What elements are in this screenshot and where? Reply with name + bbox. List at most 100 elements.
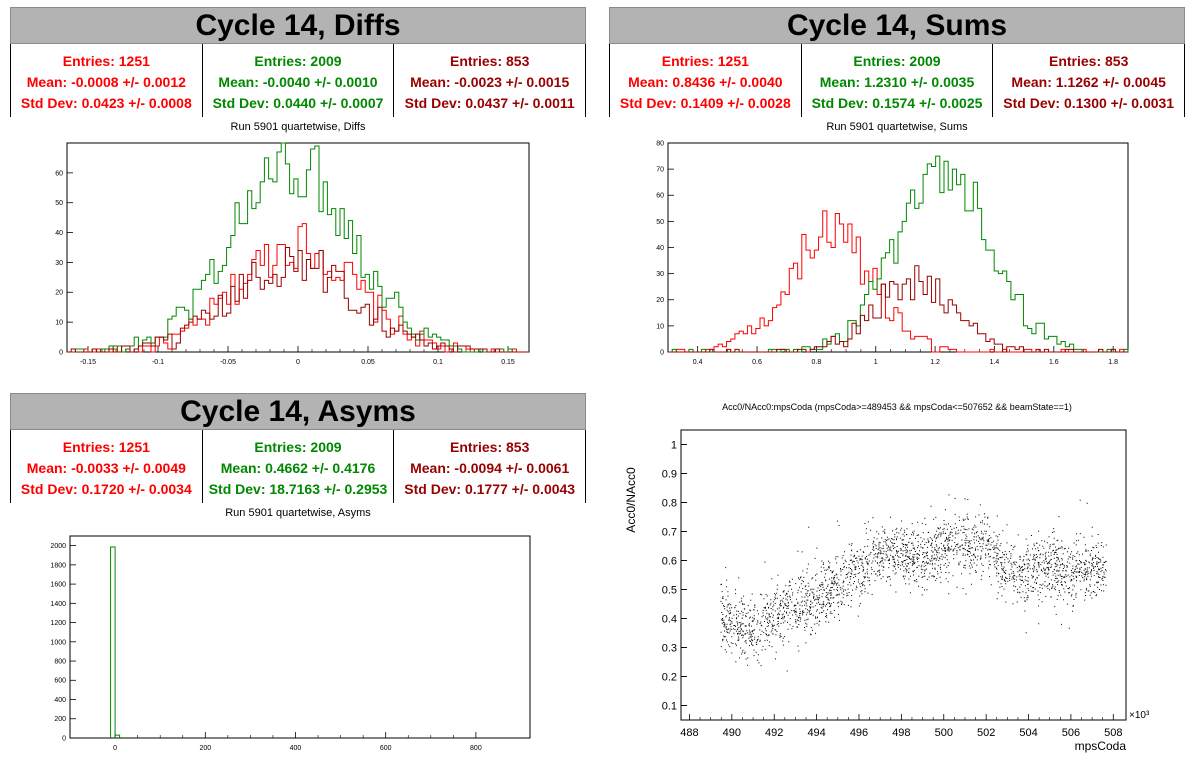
y-tick-label: 60 [55, 170, 63, 177]
x-tick-label: 1.4 [990, 359, 1000, 366]
y-tick-label: 20 [55, 290, 63, 297]
x-tick-label: 1.6 [1049, 359, 1059, 366]
entries-text: Entries: 853 [449, 52, 530, 69]
sums-plot-title: Run 5901 quartetwise, Sums [826, 121, 968, 133]
histogram-series-darkred [67, 247, 529, 353]
scatter-panel: Acc0/NAcc0:mpsCoda (mpsCoda>=489453 && m… [598, 386, 1196, 772]
y-tick-label: 1800 [50, 562, 66, 569]
asyms-panel: Cycle 14, Asyms Entries: 1251 Mean: -0.00… [0, 386, 598, 772]
sums-histogram: 0.4 0.6 0.8 1 1.2 1.4 1.6 1.8 0 10 20 30 40 50 60 70 80 [656, 140, 1129, 366]
std-text: Std Dev: 0.0423 +/- 0.0008 [20, 94, 192, 111]
y-tick-label: 0 [59, 349, 63, 356]
stats-box-green: Entries: 2009 Mean: 0.4662 +/- 0.4176 Std … [203, 430, 395, 503]
x-tick-label: 400 [290, 745, 302, 752]
y-tick-label: 40 [656, 245, 664, 252]
y-tick-label: 50 [656, 219, 664, 226]
scatter-points [720, 494, 1107, 672]
std-text: Std Dev: 18.7163 +/- 0.2953 [208, 480, 388, 497]
y-tick-label: 2000 [50, 543, 66, 550]
diffs-heading: Cycle 14, Diffs [10, 7, 586, 44]
y-tick-label: 800 [54, 658, 66, 665]
asyms-stats: Entries: 1251 Mean: -0.0033 +/- 0.0049 Std… [10, 430, 586, 503]
asyms-heading: Cycle 14, Asyms [10, 393, 586, 430]
std-text: Std Dev: 0.1720 +/- 0.0034 [20, 480, 192, 497]
y-tick-label: 0.6 [662, 555, 677, 567]
scatter-plot-title: Acc0/NAcc0:mpsCoda (mpsCoda>=489453 && m… [722, 402, 1072, 412]
y-tick-label: 0 [62, 735, 66, 742]
stats-box-darkred: Entries: 853 Mean: -0.0023 +/- 0.0015 Std … [394, 44, 585, 117]
x-tick-label: 0.8 [812, 359, 822, 366]
stats-box-darkred: Entries: 853 Mean: -0.0094 +/- 0.0061 Std … [394, 430, 585, 503]
x-tick-label: 0.15 [501, 359, 515, 366]
entries-text: Entries: 1251 [62, 52, 150, 69]
x-tick-label: 496 [850, 727, 868, 739]
y-tick-label: 600 [54, 678, 66, 685]
y-tick-label: 60 [656, 193, 664, 200]
x-tick-label: 0 [296, 359, 300, 366]
x-tick-label: 504 [1019, 727, 1037, 739]
y-tick-label: 20 [656, 297, 664, 304]
diffs-panel: Cycle 14, Diffs Entries: 1251 Mean: -0.00… [0, 0, 598, 386]
x-tick-label: 0.05 [361, 359, 375, 366]
entries-text: Entries: 1251 [62, 438, 150, 455]
std-text: Std Dev: 0.1574 +/- 0.0025 [811, 94, 983, 111]
histogram-series-red [67, 223, 529, 353]
y-tick-label: 0.1 [662, 700, 677, 712]
histogram-bar [110, 546, 116, 738]
diffs-plot-title: Run 5901 quartetwise, Diffs [230, 121, 366, 133]
y-axis-label: Acc0/NAcc0 [624, 467, 638, 533]
mean-text: Mean: 1.1262 +/- 0.0045 [1011, 73, 1166, 90]
y-tick-label: 1000 [50, 639, 66, 646]
y-tick-label: 0.9 [662, 468, 677, 480]
y-tick-label: 1200 [50, 620, 66, 627]
asyms-plot-title: Run 5901 quartetwise, Asyms [225, 507, 371, 519]
x-tick-label: -0.1 [152, 359, 164, 366]
y-tick-label: 70 [656, 167, 664, 174]
sums-stats: Entries: 1251 Mean: 0.8436 +/- 0.0040 Std … [609, 44, 1185, 117]
std-text: Std Dev: 0.1300 +/- 0.0031 [1003, 94, 1175, 111]
x-tick-label: 0 [113, 745, 117, 752]
y-tick-label: 30 [55, 260, 63, 267]
x-tick-label: 800 [470, 745, 482, 752]
mean-text: Mean: -0.0094 +/- 0.0061 [410, 459, 570, 476]
y-tick-label: 0.2 [662, 671, 677, 683]
y-tick-label: 1600 [50, 582, 66, 589]
entries-text: Entries: 853 [449, 438, 530, 455]
mean-text: Mean: 0.4662 +/- 0.4176 [220, 459, 376, 476]
plot-frame [69, 535, 531, 739]
histogram-series-green [67, 142, 529, 353]
x-tick-label: 200 [199, 745, 211, 752]
x-tick-label: 1.2 [930, 359, 940, 366]
y-tick-label: 0.5 [662, 584, 677, 596]
entries-text: Entries: 1251 [661, 52, 749, 69]
y-tick-label: 0.8 [662, 497, 677, 509]
y-tick-label: 1 [671, 439, 677, 451]
stats-box-green: Entries: 2009 Mean: -0.0040 +/- 0.0010 Std… [203, 44, 395, 117]
mean-text: Mean: -0.0023 +/- 0.0015 [410, 73, 570, 90]
x-tick-label: 502 [977, 727, 995, 739]
x-tick-label: -0.15 [80, 359, 96, 366]
stats-box-red: Entries: 1251 Mean: -0.0008 +/- 0.0012 Std… [11, 44, 203, 117]
x-tick-label: 494 [807, 727, 825, 739]
histogram-series-green [668, 155, 1129, 353]
entries-text: Entries: 2009 [853, 52, 941, 69]
plot-frame [680, 429, 1127, 721]
histogram-series-darkred [668, 265, 1128, 353]
diffs-stats: Entries: 1251 Mean: -0.0008 +/- 0.0012 Std… [10, 44, 586, 117]
x-tick-label: 1 [874, 359, 878, 366]
y-tick-label: 80 [656, 140, 664, 147]
entries-text: Entries: 2009 [254, 438, 342, 455]
x-tick-label: 0.1 [433, 359, 443, 366]
y-tick-label: 40 [55, 230, 63, 237]
x-tick-label: 0.6 [752, 359, 762, 366]
x-tick-label: 488 [680, 727, 698, 739]
y-tick-label: 0.3 [662, 642, 677, 654]
x-tick-label: 0.4 [693, 359, 703, 366]
scatter-plot: 488 490 492 494 496 498 500 502 504 506 508 0.1 0.2 0… [624, 429, 1150, 753]
std-text: Std Dev: 0.0440 +/- 0.0007 [212, 94, 384, 111]
sums-heading: Cycle 14, Sums [609, 7, 1185, 44]
x-axis-label: mpsCoda [1075, 739, 1127, 753]
y-tick-label: 10 [55, 320, 63, 327]
asyms-histogram: 0 200 400 600 800 0 200 400 600 800 1000 1200 1400 16… [50, 535, 531, 752]
y-tick-label: 400 [54, 697, 66, 704]
